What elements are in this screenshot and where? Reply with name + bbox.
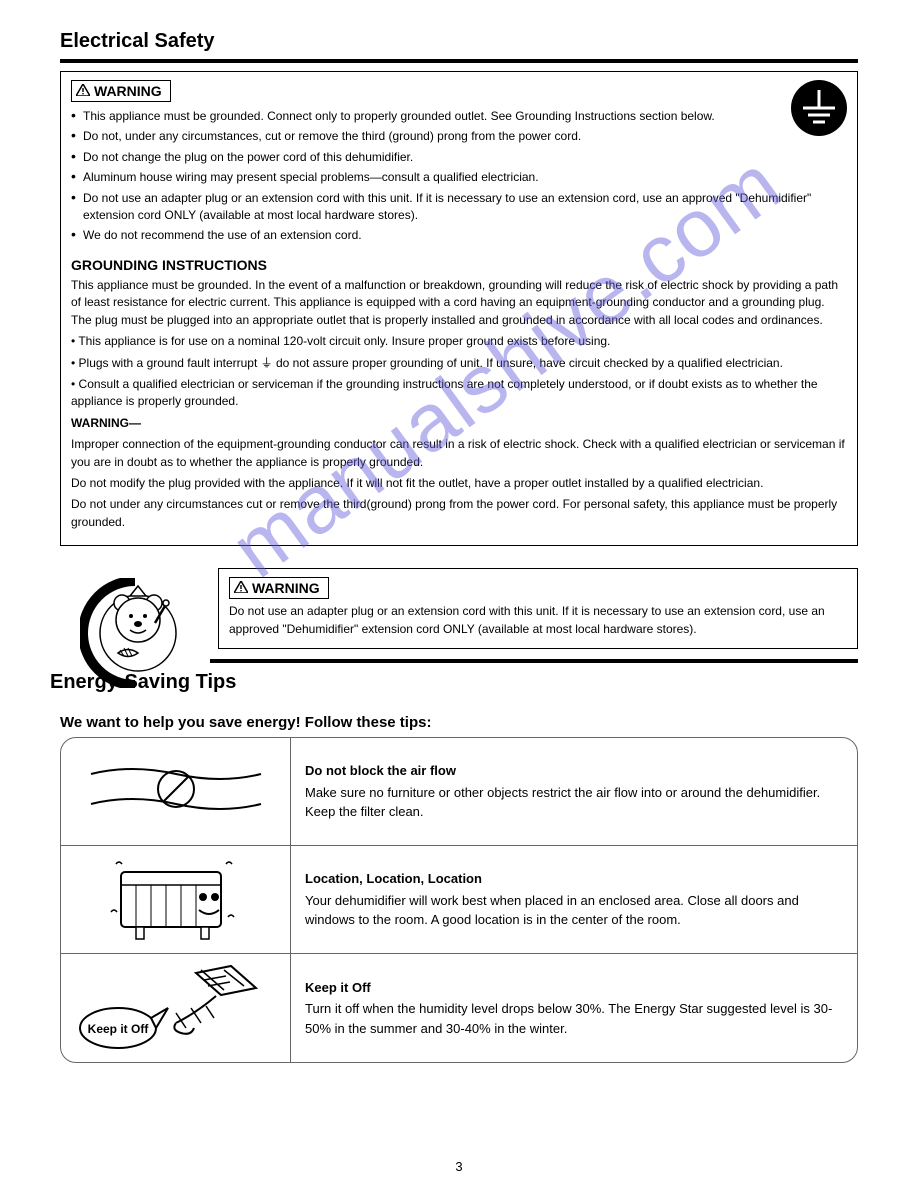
tip-body: Turn it off when the humidity level drop… [305, 1001, 832, 1036]
warning-item: This appliance must be grounded. Connect… [71, 108, 847, 125]
warning-item: Aluminum house wiring may present specia… [71, 169, 847, 186]
grounding-line: • Plugs with a ground fault interrupt ⏚ … [71, 355, 847, 372]
table-row: Do not block the air flow Make sure no f… [61, 738, 857, 846]
warning-panel: WARNING This appliance must be grounded.… [60, 71, 858, 546]
page-title: Electrical Safety [60, 30, 858, 53]
warning-panel-small: WARNING Do not use an adapter plug or an… [218, 568, 858, 649]
grounding-line: Do not under any circumstances cut or re… [71, 496, 847, 531]
warning-label-text: WARNING [94, 83, 162, 99]
warning-body: This appliance must be grounded. Connect… [71, 108, 847, 531]
bear-mascot [60, 560, 210, 688]
grounding-line: This appliance must be grounded. In the … [71, 277, 847, 329]
grounding-line: Do not modify the plug provided with the… [71, 475, 847, 492]
grounding-line: Improper connection of the equipment-gro… [71, 436, 847, 471]
tip-image-keepoff: Keep it Off [61, 954, 291, 1062]
tip-text: Location, Location, Location Your dehumi… [291, 846, 857, 954]
grounding-warning-head: WARNING— [71, 415, 847, 432]
warning-item: Do not change the plug on the power cord… [71, 149, 847, 166]
tip-text: Keep it Off Turn it off when the humidit… [291, 954, 857, 1062]
tips-subtitle: We want to help you save energy! Follow … [60, 714, 858, 731]
warning-item: Do not use an adapter plug or an extensi… [71, 190, 847, 225]
tip-title: Do not block the air flow [305, 761, 843, 781]
warning-item: We do not recommend the use of an extens… [71, 227, 847, 244]
tip-body: Make sure no furniture or other objects … [305, 785, 820, 820]
section-rule [210, 659, 858, 663]
grounding-line: • This appliance is for use on a nominal… [71, 333, 847, 350]
warning-label: WARNING [71, 80, 171, 102]
page-number: 3 [0, 1159, 918, 1174]
small-warning-text: Do not use an adapter plug or an extensi… [229, 603, 847, 638]
warning-triangle-icon [76, 84, 90, 98]
warning-label-small-text: WARNING [252, 580, 320, 596]
tips-table: Do not block the air flow Make sure no f… [60, 737, 858, 1063]
table-row: Location, Location, Location Your dehumi… [61, 846, 857, 954]
warning-item: Do not, under any circumstances, cut or … [71, 128, 847, 145]
warning-triangle-icon [234, 581, 248, 595]
callout-text: Keep it Off [87, 1022, 149, 1036]
grounding-line: • Consult a qualified electrician or ser… [71, 376, 847, 411]
table-row: Keep it Off Keep it Off Turn it off when… [61, 954, 857, 1062]
warning-label-small: WARNING [229, 577, 329, 599]
tip-title: Location, Location, Location [305, 869, 843, 889]
grounding-title: GROUNDING INSTRUCTIONS [71, 255, 847, 275]
tip-image-location [61, 846, 291, 954]
tip-text: Do not block the air flow Make sure no f… [291, 738, 857, 846]
tip-image-airflow [61, 738, 291, 846]
bottom-block: WARNING Do not use an adapter plug or an… [60, 560, 858, 698]
page-rule [60, 59, 858, 63]
tip-title: Keep it Off [305, 978, 843, 998]
tip-body: Your dehumidifier will work best when pl… [305, 893, 799, 928]
tips-title: Energy-Saving Tips [50, 671, 858, 694]
